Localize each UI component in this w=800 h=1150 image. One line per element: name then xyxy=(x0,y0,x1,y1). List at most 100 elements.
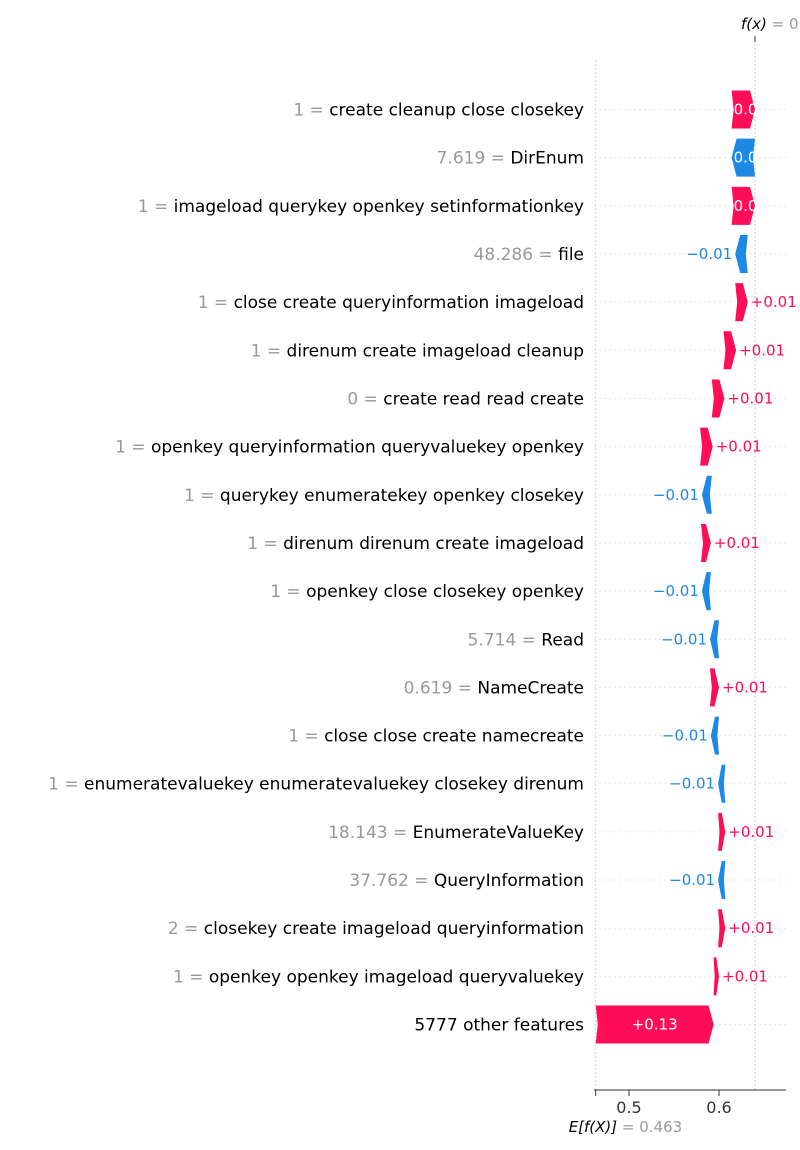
feature-name: create cleanup close closekey xyxy=(329,101,584,121)
contribution-label: +0.13 xyxy=(632,1016,678,1034)
feature-label: 1 = enumeratevaluekey enumeratevaluekey … xyxy=(48,775,584,795)
x-axis: 0.5 0.6 E[f(X)] = 0.463 xyxy=(569,1089,786,1136)
waterfall-bar xyxy=(595,1005,714,1044)
contribution-label: +0.01 xyxy=(716,438,762,456)
waterfall-bar xyxy=(700,427,713,466)
contribution-label: −0.01 xyxy=(653,486,699,504)
feature-value: 2 = xyxy=(168,919,204,939)
feature-name: 5777 other features xyxy=(414,1016,584,1036)
feature-value: 0.619 = xyxy=(404,678,478,698)
feature-name: direnum direnum create imageload xyxy=(283,534,584,554)
feature-label: 1 = direnum direnum create imageload xyxy=(247,534,584,554)
contribution-label: +0.01 xyxy=(722,967,768,985)
value-labels: 0.0 0.0 0.0 −0.01 +0.01 +0.01 +0.01 +0.01 −0.01 +… xyxy=(632,101,797,1034)
feature-value: 1 = xyxy=(293,101,329,121)
contribution-label: −0.01 xyxy=(669,871,715,889)
contribution-label: −0.01 xyxy=(653,582,699,600)
feature-value: 48.286 = xyxy=(474,245,559,265)
waterfall-bar xyxy=(711,379,725,418)
feature-name: QueryInformation xyxy=(434,871,584,891)
contribution-label: −0.01 xyxy=(686,245,732,263)
feature-name: imageload querykey openkey setinformatio… xyxy=(174,197,584,217)
feature-label: 0 = create read read create xyxy=(347,389,584,409)
contribution-label: +0.01 xyxy=(728,919,774,937)
feature-value: 1 = xyxy=(173,967,209,987)
contribution-label: +0.01 xyxy=(739,341,785,359)
feature-name: openkey queryinformation queryvaluekey o… xyxy=(151,438,584,458)
contribution-label: +0.01 xyxy=(727,389,773,407)
feature-name: closekey create imageload queryinformati… xyxy=(204,919,584,939)
feature-label: 0.619 = NameCreate xyxy=(404,678,584,698)
feature-value: 1 = xyxy=(184,486,220,506)
waterfall-bar xyxy=(718,812,726,851)
feature-label: 7.619 = DirEnum xyxy=(437,149,584,169)
feature-value: 37.762 = xyxy=(349,871,434,891)
feature-name: openkey openkey imageload queryvaluekey xyxy=(209,967,584,987)
contribution-label: −0.01 xyxy=(662,727,708,745)
feature-name: DirEnum xyxy=(510,149,584,169)
feature-label: 1 = openkey queryinformation queryvaluek… xyxy=(115,438,584,458)
feature-label: 48.286 = file xyxy=(474,245,584,265)
x-tick-label: 0.5 xyxy=(616,1098,641,1117)
waterfall-bar xyxy=(701,523,711,562)
contribution-label: −0.01 xyxy=(661,630,707,648)
feature-label: 1 = openkey close closekey openkey xyxy=(270,582,584,602)
feature-name: enumeratevaluekey enumeratevaluekey clos… xyxy=(84,775,584,795)
feature-name: file xyxy=(558,245,584,265)
contribution-label: 0.0 xyxy=(734,149,758,167)
feature-value: 1 = xyxy=(288,727,324,747)
waterfall-bar xyxy=(710,668,719,707)
waterfall-bar xyxy=(718,909,726,948)
feature-label: 18.143 = EnumerateValueKey xyxy=(328,823,584,843)
contribution-label: −0.01 xyxy=(669,775,715,793)
feature-label: 2 = closekey create imageload queryinfor… xyxy=(168,919,584,939)
feature-name: create read read create xyxy=(383,389,584,409)
feature-labels: 1 = create cleanup close closekey 7.619 =… xyxy=(48,101,584,1036)
waterfall-bar xyxy=(718,861,726,900)
feature-name: close close create namecreate xyxy=(324,727,584,747)
contribution-label: +0.01 xyxy=(714,534,760,552)
feature-label: 1 = create cleanup close closekey xyxy=(293,101,584,121)
feature-name: Read xyxy=(541,630,584,650)
feature-name: openkey close closekey openkey xyxy=(306,582,584,602)
top-axis: f(x) = 0. xyxy=(741,15,800,42)
waterfall-bar xyxy=(701,572,711,611)
waterfall-bar xyxy=(701,475,712,514)
feature-label: 5777 other features xyxy=(414,1016,584,1036)
feature-name: EnumerateValueKey xyxy=(413,823,584,843)
feature-value: 1 = xyxy=(270,582,306,602)
base-value-number: = 0.463 xyxy=(617,1118,682,1136)
feature-value: 1 = xyxy=(138,197,174,217)
waterfall-bar xyxy=(735,283,748,322)
feature-label: 5.714 = Read xyxy=(468,630,584,650)
contribution-label: +0.01 xyxy=(722,678,768,696)
waterfall-bar xyxy=(723,331,737,370)
feature-label: 1 = openkey openkey imageload queryvalue… xyxy=(173,967,584,987)
base-value-annotation: E[f(X)] = 0.463 xyxy=(569,1118,683,1136)
feature-label: 1 = direnum create imageload cleanup xyxy=(251,341,584,361)
base-value-symbol: E[f(X)] xyxy=(569,1118,618,1136)
waterfall-bar xyxy=(710,716,719,755)
feature-name: direnum create imageload cleanup xyxy=(287,341,584,361)
bars-group xyxy=(595,90,755,1044)
feature-label: 37.762 = QueryInformation xyxy=(349,871,584,891)
feature-value: 1 = xyxy=(247,534,283,554)
feature-label: 1 = close close create namecreate xyxy=(288,727,584,747)
waterfall-bar xyxy=(731,186,755,225)
feature-name: NameCreate xyxy=(477,678,584,698)
feature-label: 1 = querykey enumeratekey openkey closek… xyxy=(184,486,584,506)
contribution-label: 0.0 xyxy=(734,101,758,119)
row-gridlines xyxy=(594,109,786,1026)
feature-value: 7.619 = xyxy=(437,149,511,169)
feature-value: 1 = xyxy=(48,775,84,795)
feature-value: 1 = xyxy=(115,438,151,458)
waterfall-bar xyxy=(731,90,755,129)
waterfall-bar xyxy=(718,764,726,803)
feature-name: close create queryinformation imageload xyxy=(234,293,584,313)
feature-value: 1 = xyxy=(251,341,287,361)
waterfall-bar xyxy=(713,957,719,996)
feature-value: 1 = xyxy=(198,293,234,313)
waterfall-bar xyxy=(735,234,748,273)
contribution-label: +0.01 xyxy=(728,823,774,841)
